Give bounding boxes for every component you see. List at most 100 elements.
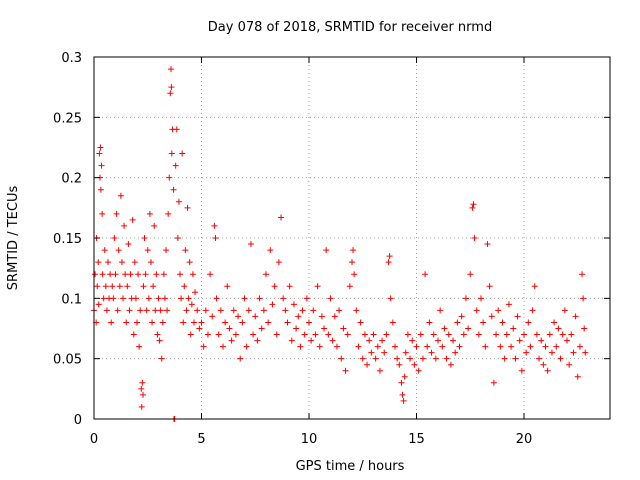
data-point (118, 259, 125, 266)
data-point (321, 325, 328, 332)
data-point (331, 313, 338, 320)
data-point (574, 373, 581, 380)
data-point (271, 283, 278, 290)
data-point (364, 361, 371, 368)
data-point (187, 331, 194, 338)
data-point (153, 271, 160, 278)
data-point (488, 313, 495, 320)
grid-lines (94, 57, 610, 419)
data-point (159, 319, 166, 326)
data-point (99, 210, 106, 217)
data-point (413, 343, 420, 350)
data-point (131, 259, 138, 266)
data-point (325, 331, 332, 338)
data-point (353, 307, 360, 314)
data-point (170, 186, 177, 193)
x-tick-label: 20 (516, 432, 533, 447)
data-point (401, 373, 408, 380)
data-point (263, 271, 269, 278)
data-point (510, 325, 517, 332)
data-point (357, 319, 364, 326)
data-point (580, 295, 587, 302)
data-point (430, 331, 437, 338)
y-tick-label: 0 (74, 413, 82, 428)
data-point (138, 385, 145, 392)
data-point (458, 313, 465, 320)
data-point (220, 343, 226, 350)
x-tick-label: 15 (408, 432, 425, 447)
data-point (527, 343, 534, 350)
data-point (445, 331, 452, 338)
data-point (501, 355, 508, 362)
data-point (134, 319, 140, 326)
data-point (557, 355, 564, 362)
data-point (394, 355, 401, 362)
data-point (486, 283, 493, 290)
data-point (243, 343, 250, 350)
data-point (521, 331, 527, 338)
data-point (198, 319, 205, 326)
data-point (351, 271, 358, 278)
data-point (158, 355, 165, 362)
data-point (188, 301, 195, 308)
data-point (426, 319, 433, 326)
data-point (115, 247, 122, 254)
data-point (484, 241, 491, 248)
data-point (111, 235, 118, 241)
data-point (383, 331, 390, 338)
data-point (212, 235, 219, 241)
data-point (267, 247, 274, 254)
data-point (235, 313, 242, 320)
data-point (116, 283, 123, 290)
data-point (217, 307, 224, 314)
plot-frame (93, 56, 611, 420)
data-point (568, 331, 575, 338)
data-point (465, 325, 472, 332)
data-point (508, 343, 515, 350)
data-point (230, 307, 237, 314)
data-point (165, 210, 172, 217)
data-point (164, 307, 171, 314)
data-point (392, 343, 398, 350)
data-point (441, 325, 448, 332)
data-point (95, 301, 102, 308)
data-point (98, 162, 105, 169)
data-point (167, 90, 174, 97)
data-point (96, 150, 103, 157)
data-point (168, 150, 175, 157)
data-point (157, 307, 164, 314)
data-point (415, 367, 422, 374)
data-point (480, 319, 487, 326)
data-point (129, 216, 136, 223)
data-point (135, 271, 142, 278)
data-point (155, 295, 162, 302)
data-point (226, 325, 233, 332)
data-point (336, 307, 343, 314)
data-point (209, 313, 216, 320)
data-point (475, 331, 482, 338)
data-point (338, 355, 345, 362)
data-point (361, 331, 368, 338)
data-point (411, 361, 418, 368)
data-point (512, 355, 519, 362)
tick-labels: 0 0.05 0.1 0.15 0.2 0.25 0.3 0 5 10 15 20 (53, 51, 532, 447)
data-point (112, 271, 119, 278)
data-point (542, 343, 549, 350)
data-point (452, 349, 459, 356)
data-point (184, 204, 191, 211)
data-point (247, 241, 254, 248)
data-point (469, 204, 476, 211)
data-point (168, 84, 175, 91)
data-point (536, 355, 543, 362)
data-point (150, 283, 157, 290)
data-point (432, 355, 439, 362)
data-point (154, 331, 161, 338)
data-point (156, 337, 163, 344)
data-point (505, 301, 512, 308)
data-point (396, 361, 403, 368)
data-point (299, 307, 306, 314)
data-point (189, 271, 196, 278)
data-point (293, 325, 300, 332)
data-point (523, 349, 530, 356)
data-point (260, 307, 267, 314)
